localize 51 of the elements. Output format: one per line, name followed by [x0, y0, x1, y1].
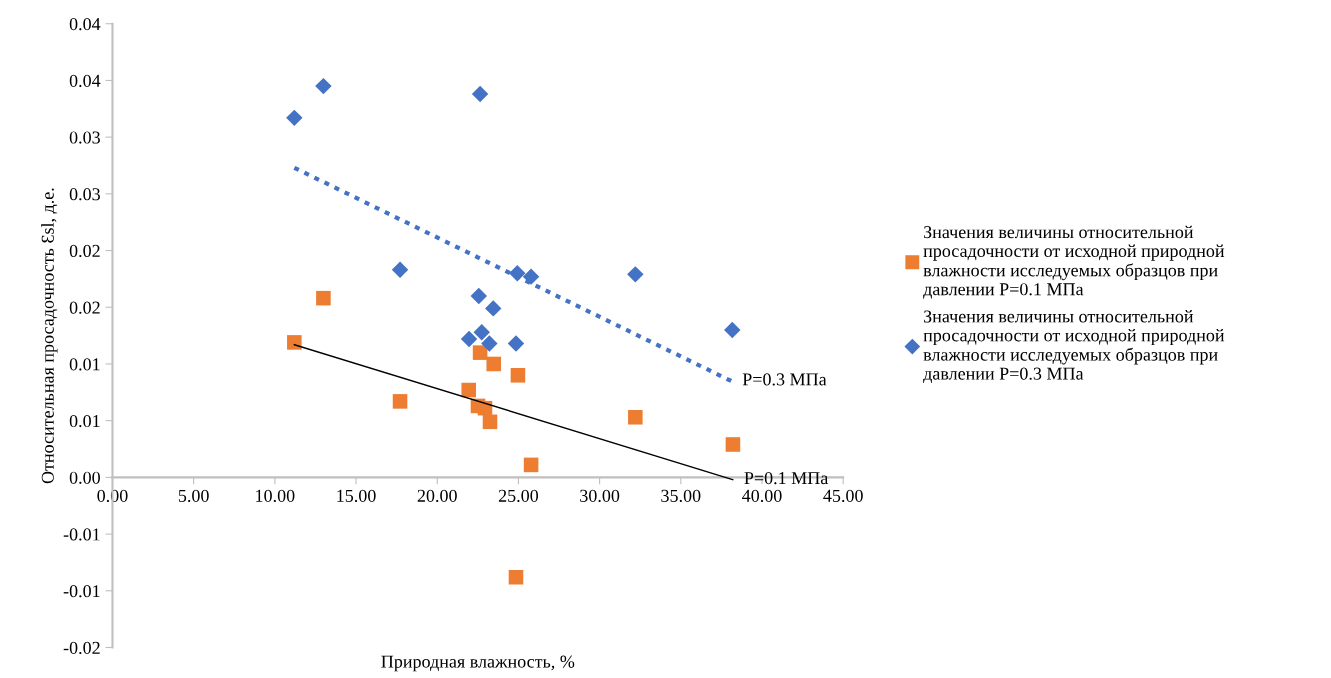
point — [471, 85, 489, 103]
y-tick-label: 0.04 — [69, 17, 101, 31]
y-tick-label: 0.02 — [69, 244, 100, 258]
legend-label: Значения величины относительной просадочности от исходной природной влажности исследуемых образцов при давлении P=0.1 МПа — [923, 225, 1225, 299]
point — [473, 323, 490, 341]
y-tick-label: 0.01 — [69, 414, 100, 428]
point — [628, 409, 643, 425]
y-tick-label: 0.02 — [69, 301, 100, 314]
legend-label: Значения величины относительной просадочности от исходной природной влажности исследуемых образцов при давлении P=0.3 МПа — [923, 310, 1225, 384]
annotation: P=0.1 МПа — [744, 471, 829, 485]
y-tick-label: -0.02 — [63, 641, 100, 655]
x-tick-label: 15.00 — [337, 489, 376, 502]
point — [287, 335, 302, 350]
point — [286, 109, 303, 127]
x-tick-label: 30.00 — [580, 489, 620, 502]
y-tick-label: 0.03 — [69, 131, 100, 144]
point — [481, 335, 498, 352]
x-tick-label: 45.00 — [823, 489, 863, 502]
x-tick-label: 10.00 — [256, 489, 295, 502]
point — [470, 287, 488, 305]
point — [627, 266, 644, 283]
y-tick-label: 0.03 — [69, 188, 100, 201]
annotation: P=0.3 МПа — [742, 373, 827, 386]
point — [391, 261, 409, 279]
point — [460, 330, 478, 348]
y-axis-title: Относительная просадочность Ɛsl, д.е. — [41, 188, 58, 484]
point — [523, 457, 539, 473]
point — [392, 394, 408, 409]
y-tick-label: -0.01 — [63, 585, 100, 598]
y-tick-label: 0.01 — [69, 358, 100, 371]
x-tick-label: 25.00 — [498, 489, 539, 502]
point — [461, 382, 477, 398]
point — [725, 437, 741, 452]
point — [507, 335, 525, 352]
x-tick-label: 40.00 — [742, 489, 782, 502]
point — [315, 77, 332, 95]
point — [482, 414, 498, 430]
point — [316, 290, 331, 306]
point — [472, 345, 488, 360]
point — [508, 569, 524, 585]
point — [724, 321, 741, 339]
x-tick-label: 20.00 — [417, 489, 457, 502]
x-tick-label: 5.00 — [178, 489, 209, 502]
y-tick-label: 0.00 — [69, 471, 100, 484]
y-tick-label: 0.04 — [69, 74, 101, 87]
point — [485, 300, 502, 317]
point — [486, 356, 502, 372]
y-tick-label: -0.01 — [63, 528, 100, 541]
x-axis-title: Природная влажность, % — [381, 655, 575, 672]
x-tick-label: 35.00 — [661, 489, 701, 502]
point — [510, 368, 526, 383]
